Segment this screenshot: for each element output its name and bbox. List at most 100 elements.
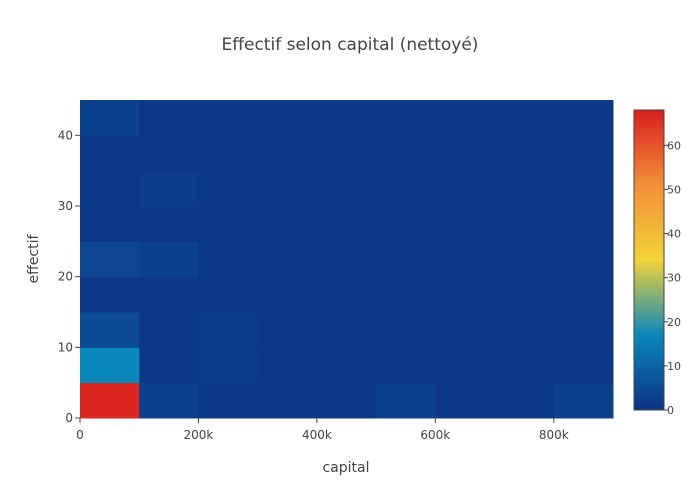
heatmap-cell bbox=[553, 347, 614, 384]
heatmap-cell bbox=[139, 382, 199, 419]
heatmap-cell bbox=[80, 312, 140, 348]
heatmap-cell bbox=[376, 347, 436, 384]
heatmap-cell bbox=[435, 206, 496, 242]
y-axis-label: effectif bbox=[26, 233, 42, 283]
colorbar-tick-label: 10 bbox=[667, 360, 681, 373]
heatmap-cell bbox=[198, 170, 259, 207]
heatmap-cell bbox=[435, 312, 496, 348]
colorbar-tick-label: 60 bbox=[667, 139, 681, 152]
heatmap-cell bbox=[139, 206, 199, 242]
heatmap-cell bbox=[494, 170, 555, 207]
heatmap-cell bbox=[435, 241, 496, 278]
x-tick-label: 800k bbox=[539, 428, 569, 442]
heatmap-cell bbox=[316, 276, 377, 313]
heatmap-cell bbox=[198, 382, 259, 419]
heatmap-cell bbox=[198, 135, 259, 172]
x-tick-label: 400k bbox=[302, 428, 332, 442]
heatmap-cell bbox=[139, 347, 199, 384]
heatmap-cell bbox=[435, 170, 496, 207]
heatmap-cell bbox=[316, 347, 377, 384]
y-tick-label: 10 bbox=[58, 340, 73, 354]
heatmap-cell bbox=[553, 312, 614, 348]
heatmap-cell bbox=[376, 276, 436, 313]
colorbar-gradient bbox=[633, 109, 665, 411]
heatmap-cell bbox=[316, 241, 377, 278]
heatmap-cell bbox=[257, 170, 318, 207]
heatmap-cell bbox=[139, 276, 199, 313]
heatmap-cell bbox=[80, 241, 140, 278]
heatmap-cell bbox=[316, 382, 377, 419]
heatmap-cell bbox=[376, 312, 436, 348]
heatmap-cell bbox=[553, 170, 614, 207]
heatmap-cell bbox=[494, 100, 555, 136]
x-axis: 0 200k 400k 600k 800k bbox=[76, 418, 569, 442]
heatmap-cell bbox=[257, 382, 318, 419]
heatmap-cell bbox=[80, 276, 140, 313]
chart-title: Effectif selon capital (nettoyé) bbox=[222, 35, 479, 55]
colorbar-tick-label: 40 bbox=[667, 228, 681, 241]
y-axis: 0 10 20 30 40 bbox=[58, 128, 80, 425]
y-tick-label: 40 bbox=[58, 128, 73, 142]
colorbar-tick-label: 20 bbox=[667, 316, 681, 329]
heatmap-cell bbox=[257, 312, 318, 348]
heatmap-cell bbox=[139, 170, 199, 207]
heatmap-cell bbox=[316, 312, 377, 348]
x-tick-label: 0 bbox=[76, 428, 84, 442]
heatmap-cell bbox=[494, 241, 555, 278]
heatmap-cell bbox=[494, 206, 555, 242]
heatmap-cell bbox=[257, 347, 318, 384]
x-tick-label: 200k bbox=[184, 428, 214, 442]
y-tick-label: 20 bbox=[58, 270, 73, 284]
heatmap-cell bbox=[494, 135, 555, 172]
heatmap-cell bbox=[494, 276, 555, 313]
heatmap-cell bbox=[316, 100, 377, 136]
heatmap-cell bbox=[376, 206, 436, 242]
heatmap-cell bbox=[435, 276, 496, 313]
heatmap-cell bbox=[435, 135, 496, 172]
heatmap-cell bbox=[139, 135, 199, 172]
heatmap-cell bbox=[80, 347, 140, 384]
heatmap-cell bbox=[435, 100, 496, 136]
heatmap-cell bbox=[376, 170, 436, 207]
heatmap-cell bbox=[257, 241, 318, 278]
heatmap-cell bbox=[316, 135, 377, 172]
colorbar-tick-label: 50 bbox=[667, 183, 681, 196]
heatmap-cell bbox=[553, 241, 614, 278]
heatmap-cell bbox=[139, 312, 199, 348]
heatmap-cell bbox=[139, 241, 199, 278]
heatmap-cell bbox=[139, 100, 199, 136]
heatmap-cell bbox=[257, 100, 318, 136]
heatmap-cell bbox=[316, 170, 377, 207]
heatmap-cell bbox=[198, 206, 259, 242]
heatmap-cell bbox=[80, 100, 140, 136]
heatmap-cell bbox=[257, 135, 318, 172]
heatmap-cell bbox=[435, 347, 496, 384]
y-tick-label: 30 bbox=[58, 199, 73, 213]
heatmap-cell bbox=[435, 382, 496, 419]
x-axis-label: capital bbox=[322, 460, 369, 476]
x-tick-label: 600k bbox=[420, 428, 450, 442]
colorbar-ticks: 0 10 20 30 40 50 60 bbox=[664, 139, 681, 417]
heatmap-cell bbox=[198, 312, 259, 348]
heatmap-cell bbox=[553, 135, 614, 172]
colorbar: 0 10 20 30 40 50 60 bbox=[633, 109, 681, 417]
heatmap-cell bbox=[198, 276, 259, 313]
colorbar-tick-label: 0 bbox=[667, 404, 674, 417]
heatmap-cell bbox=[80, 170, 140, 207]
heatmap-cell bbox=[553, 276, 614, 313]
heatmap-cell bbox=[316, 206, 377, 242]
colorbar-tick-label: 30 bbox=[667, 272, 681, 285]
heatmap-cell bbox=[376, 382, 436, 419]
heatmap-cell bbox=[494, 312, 555, 348]
heatmap-cell bbox=[80, 382, 140, 419]
heatmap-cell bbox=[553, 382, 614, 419]
y-tick-label: 0 bbox=[65, 411, 73, 425]
heatmap-cell bbox=[198, 241, 259, 278]
heatmap-cell bbox=[376, 241, 436, 278]
heatmap-cells bbox=[80, 100, 614, 419]
heatmap-cell bbox=[198, 347, 259, 384]
heatmap-cell bbox=[376, 100, 436, 136]
heatmap-cell bbox=[198, 100, 259, 136]
